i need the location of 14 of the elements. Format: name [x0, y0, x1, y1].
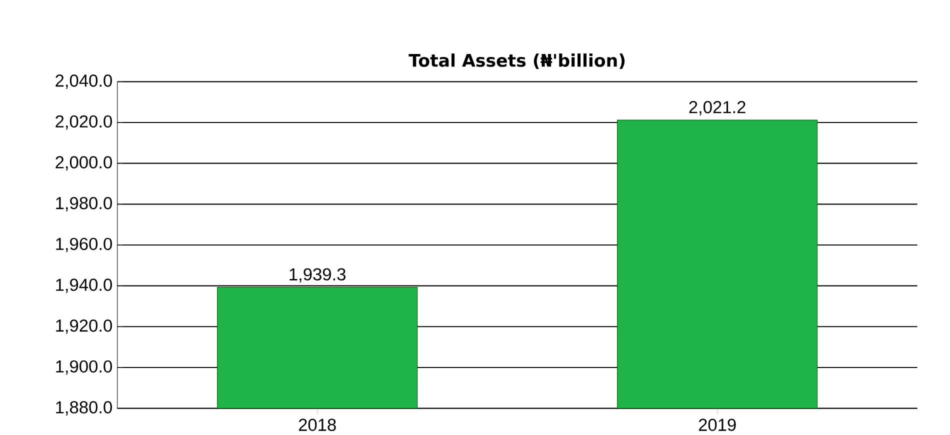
chart-title: Total Assets (₦'billion)	[408, 53, 625, 69]
y-tick-label: 1,900.0	[56, 360, 112, 375]
y-tick-label: 2,000.0	[56, 156, 112, 170]
y-tick-label: 1,940.0	[56, 278, 112, 293]
y-tick-label: 2,040.0	[56, 74, 112, 89]
data-label: 1,939.3	[290, 268, 346, 283]
y-tick-label: 1,920.0	[56, 319, 112, 334]
y-tick-label: 1,980.0	[56, 196, 112, 212]
data-label: 2,021.2	[689, 101, 746, 116]
x-tick-label: 2019	[698, 418, 736, 431]
y-tick-label: 1,880.0	[56, 401, 112, 416]
y-tick-label: 2,020.0	[56, 115, 112, 130]
x-tick-label: 2018	[298, 418, 336, 431]
y-tick-label: 1,960.0	[56, 238, 112, 252]
